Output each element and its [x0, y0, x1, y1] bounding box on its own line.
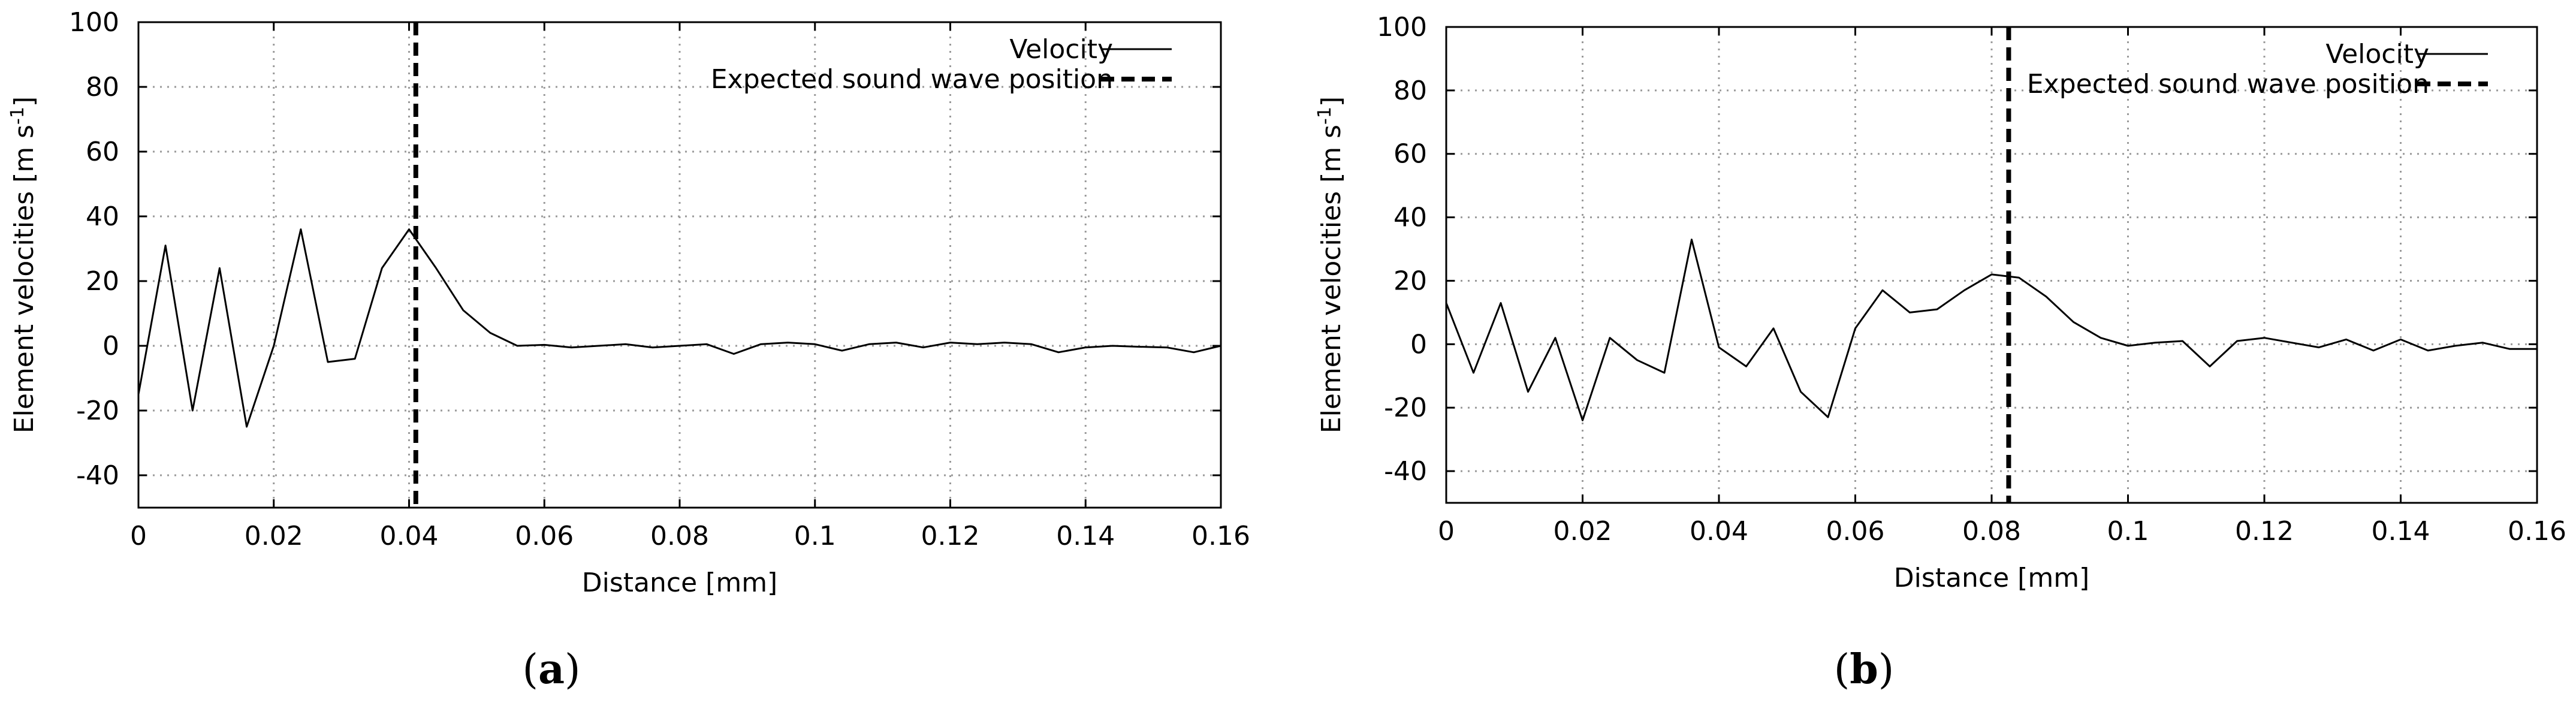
x-tick-label: 0.16: [1192, 521, 1250, 551]
legend-label-velocity: Velocity: [2325, 39, 2429, 70]
x-tick-label: 0.12: [2235, 516, 2294, 547]
x-tick-label: 0.14: [2372, 516, 2430, 547]
y-tick-label: 40: [1393, 203, 1427, 233]
y-tick-label: -20: [76, 396, 119, 426]
y-tick-label: 60: [1393, 139, 1427, 170]
plot-frame: [1445, 26, 2538, 504]
x-tick-label: 0.12: [921, 521, 980, 551]
y-tick-label: 20: [1393, 266, 1427, 296]
legend-label-sound-wave: Expected sound wave position: [2027, 69, 2429, 99]
x-tick-label: 0: [1438, 516, 1455, 547]
y-axis-title-suffix: ]: [1316, 96, 1347, 107]
panel-caption-close: ): [1878, 646, 1895, 693]
x-tick-label: 0.04: [1690, 516, 1748, 547]
panel-caption-close: ): [565, 646, 581, 693]
x-axis-title: Distance [mm]: [582, 568, 777, 598]
y-axis-title: Element velocities [m s-1]: [1314, 96, 1347, 433]
panel-b: 0 0.02 0.04 0.06 0.08 0.1 0.12 0.14 0.16 100 80 60 4…: [1314, 12, 2566, 693]
panel-caption-open: (: [1834, 646, 1850, 693]
velocity-series-line: [1445, 239, 2537, 421]
x-tick-label: 0.16: [2508, 516, 2566, 547]
panel-a: 0 0.02 0.04 0.06 0.08 0.1 0.12 0.14 0.16 100 80 60 4…: [7, 7, 1250, 693]
x-tick-label: 0.06: [1826, 516, 1885, 547]
panel-caption: (a): [522, 645, 580, 693]
y-tick-label: 0: [102, 331, 119, 361]
y-tick-label: 0: [1410, 329, 1427, 360]
y-axis-title-superscript: -1: [7, 107, 28, 125]
x-tick-label: 0.02: [245, 521, 303, 551]
y-axis-title-suffix: ]: [9, 96, 40, 107]
panel-caption: (b): [1834, 645, 1895, 693]
panel-caption-letter: a: [538, 645, 565, 693]
legend-label-sound-wave: Expected sound wave position: [711, 64, 1113, 95]
x-tick-label: 0.08: [1962, 516, 2021, 547]
legend-label-velocity: Velocity: [1009, 34, 1113, 65]
y-tick-label: 80: [1393, 76, 1427, 106]
y-tick-label: 40: [86, 201, 119, 232]
x-tick-label: 0.04: [380, 521, 439, 551]
velocity-series-line: [137, 228, 1221, 428]
panel-caption-letter: b: [1850, 645, 1878, 693]
x-tick-label: 0.08: [650, 521, 709, 551]
y-tick-label: 100: [69, 7, 119, 38]
y-tick-label: 80: [86, 72, 119, 102]
x-tick-label: 0.1: [2107, 516, 2149, 547]
y-tick-label: 20: [86, 266, 119, 297]
x-tick-label: 0.06: [515, 521, 574, 551]
y-tick-label: 60: [86, 137, 119, 167]
y-tick-label: 100: [1377, 12, 1427, 43]
y-axis-title: Element velocities [m s-1]: [7, 96, 40, 433]
y-axis-title-text: Element velocities [m s: [9, 125, 40, 433]
plot-frame: [137, 21, 1222, 509]
panel-caption-open: (: [522, 646, 538, 693]
x-tick-label: 0.14: [1056, 521, 1115, 551]
x-tick-label: 0.1: [794, 521, 836, 551]
y-axis-title-superscript: -1: [1314, 107, 1335, 125]
x-tick-label: 0: [130, 521, 147, 551]
y-axis-title-text: Element velocities [m s: [1316, 125, 1347, 433]
x-tick-label: 0.02: [1554, 516, 1612, 547]
x-axis-title: Distance [mm]: [1894, 563, 2089, 593]
y-tick-label: -40: [1384, 456, 1427, 487]
y-tick-label: -40: [76, 460, 119, 491]
y-tick-label: -20: [1384, 393, 1427, 423]
